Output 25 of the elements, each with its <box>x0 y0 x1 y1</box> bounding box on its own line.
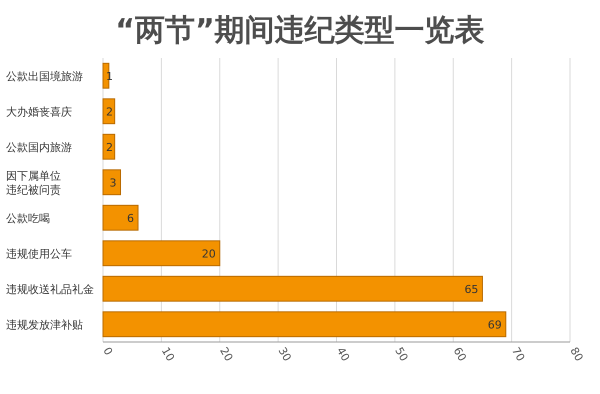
y-tick-label: 公款国内旅游 <box>6 140 72 154</box>
y-tick-label: 公款出国境旅游 <box>6 70 83 83</box>
data-label: 3 <box>110 176 117 190</box>
chart-title: “两节”期间违纪类型一览表 <box>115 13 485 48</box>
y-tick-label: 因下属单位违纪被问责 <box>6 169 61 196</box>
data-label: 65 <box>464 282 478 296</box>
x-tick-label: 20 <box>217 345 236 364</box>
x-tick-label: 10 <box>158 345 178 364</box>
y-tick-label: 大办婚丧喜庆 <box>6 105 72 118</box>
y-tick-label: 违规使用公车 <box>6 247 72 260</box>
x-tick-label: 80 <box>567 345 586 364</box>
data-label: 2 <box>106 140 113 154</box>
x-tick-label: 0 <box>100 345 116 358</box>
data-label: 6 <box>127 212 134 225</box>
x-tick-label: 40 <box>334 345 352 364</box>
data-label: 69 <box>488 318 502 332</box>
y-tick-label: 违规收送礼品礼金 <box>6 282 94 296</box>
y-tick-label: 违规发放津补贴 <box>6 318 83 332</box>
x-tick-label: 50 <box>392 345 411 364</box>
x-tick-label: 60 <box>450 345 469 364</box>
x-tick-label: 70 <box>509 345 528 364</box>
data-label: 2 <box>106 105 113 118</box>
x-tick-label: 30 <box>276 345 294 364</box>
data-label: 20 <box>202 247 216 260</box>
y-tick-label: 公款吃喝 <box>6 212 50 225</box>
